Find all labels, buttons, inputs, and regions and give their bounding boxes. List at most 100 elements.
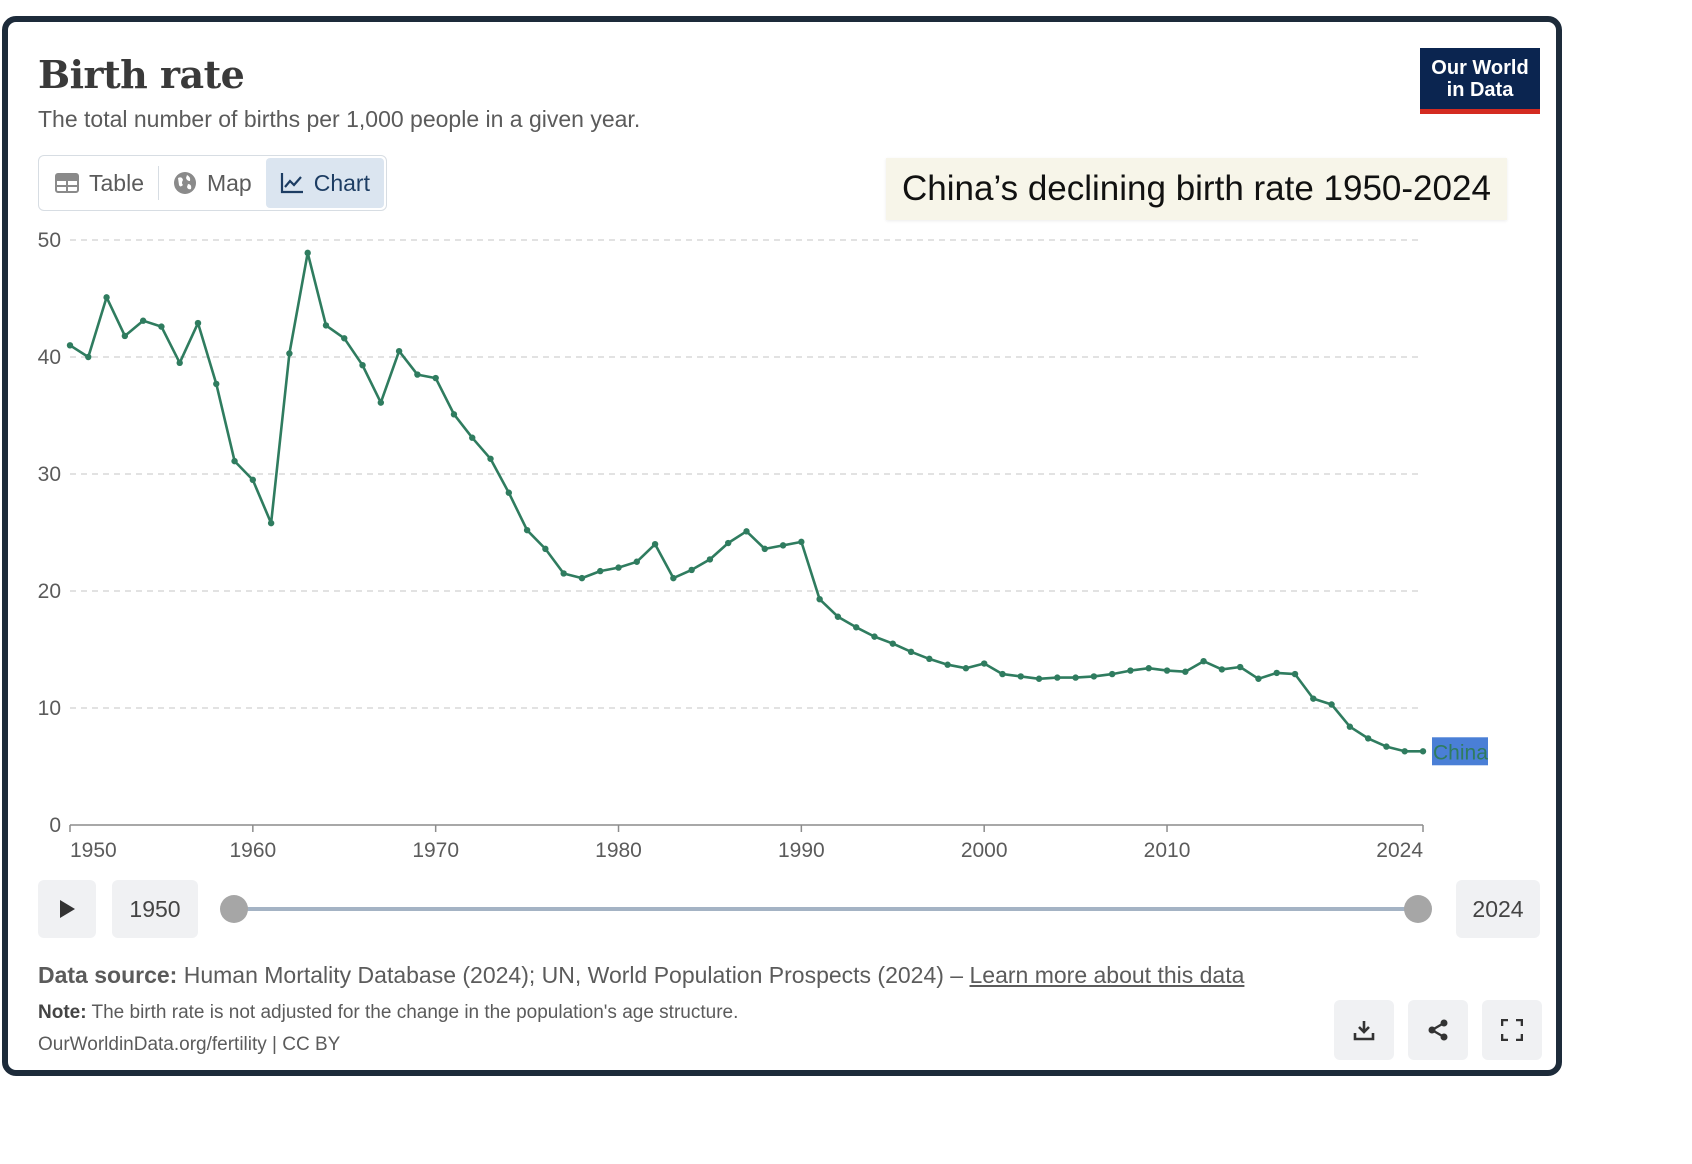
data-point (523, 526, 531, 534)
timeline-track[interactable] (234, 907, 1418, 911)
data-source: Data source: Human Mortality Database (2… (38, 962, 1244, 989)
chart-subtitle: The total number of births per 1,000 peo… (38, 106, 641, 132)
tab-chart[interactable]: Chart (265, 158, 384, 208)
series-label: China (1433, 741, 1488, 764)
data-point (414, 371, 421, 378)
owid-logo[interactable]: Our World in Data (1420, 48, 1540, 114)
credit-line[interactable]: OurWorldinData.org/fertility | CC BY (38, 1034, 341, 1055)
data-point (944, 661, 951, 668)
data-point (688, 566, 695, 574)
data-point (450, 411, 458, 418)
fullscreen-button[interactable] (1482, 1000, 1542, 1060)
data-point (578, 574, 586, 582)
data-point (231, 457, 238, 465)
data-point (359, 361, 366, 369)
data-point (341, 335, 348, 342)
note-text: The birth rate is not adjusted for the c… (91, 1002, 739, 1023)
data-point (816, 595, 823, 603)
download-icon (1353, 1021, 1375, 1041)
x-tick-label: 2024 (1376, 839, 1423, 862)
note-label: Note: (38, 1002, 87, 1023)
end-year-box[interactable]: 2024 (1456, 880, 1540, 938)
data-point (743, 528, 750, 535)
table-icon (55, 173, 79, 193)
tab-table[interactable]: Table (41, 158, 158, 208)
fullscreen-icon (1501, 1019, 1523, 1041)
start-year-box[interactable]: 1950 (112, 880, 198, 938)
series-label-bg (1432, 737, 1488, 766)
tab-table-label: Table (89, 169, 144, 196)
share-button[interactable] (1408, 1000, 1468, 1060)
data-point (267, 519, 275, 527)
x-tick-label: 1990 (778, 839, 825, 862)
globe-icon (173, 172, 196, 194)
source-text: Human Mortality Database (2024); UN, Wor… (183, 962, 964, 988)
tab-map-label: Map (206, 169, 252, 196)
end-year-handle[interactable] (1404, 895, 1432, 923)
data-point (139, 317, 147, 324)
tab-divider (157, 166, 159, 200)
data-point (651, 541, 659, 548)
data-point (85, 353, 92, 361)
data-point (1072, 674, 1079, 681)
tab-chart-label: Chart (313, 169, 370, 196)
play-button[interactable] (38, 880, 96, 938)
data-point (907, 648, 915, 656)
data-point (853, 624, 860, 631)
data-point (176, 359, 183, 367)
x-tick-label: 1960 (229, 839, 276, 862)
data-point (249, 476, 257, 484)
y-tick-label: 20 (38, 580, 61, 603)
chart-card: Birth rate The total number of births pe… (2, 16, 1562, 1076)
data-point (871, 633, 878, 640)
series-line (69, 251, 1423, 753)
y-tick-label: 10 (38, 697, 61, 720)
x-tick-label: 2000 (961, 839, 1008, 862)
data-point (213, 380, 220, 388)
data-point (706, 556, 714, 563)
line-chart-icon (280, 173, 303, 194)
chart-title: Birth rate (38, 52, 245, 97)
data-point (1090, 673, 1098, 680)
data-point (926, 655, 933, 663)
source-label: Data source: (38, 962, 178, 988)
data-point (633, 558, 640, 565)
data-point (670, 574, 677, 582)
data-point (834, 613, 842, 620)
y-tick-label: 40 (38, 346, 61, 369)
data-point (487, 455, 494, 462)
data-point (395, 347, 403, 355)
data-point (1383, 743, 1390, 750)
download-button[interactable] (1334, 1000, 1394, 1060)
logo-line-1: Our World (1431, 57, 1529, 79)
learn-more-link[interactable]: Learn more about this data (969, 962, 1245, 988)
tab-map[interactable]: Map (159, 158, 266, 208)
share-icon (1428, 1019, 1448, 1041)
data-point (1218, 666, 1226, 673)
data-point (469, 434, 476, 441)
timeline-control: 1950 2024 (38, 880, 1540, 938)
data-point (121, 332, 129, 340)
data-point (432, 374, 439, 382)
action-buttons (1334, 1000, 1542, 1060)
x-tick-label: 2010 (1144, 839, 1191, 862)
data-point (1236, 663, 1244, 671)
data-point (1255, 675, 1262, 682)
data-point (1017, 673, 1024, 680)
data-point (194, 319, 202, 327)
data-point (597, 567, 604, 575)
data-point (542, 545, 549, 553)
data-point (66, 342, 74, 349)
data-point (962, 665, 970, 672)
data-point (1291, 670, 1299, 678)
data-point (1328, 701, 1335, 708)
start-year-handle[interactable] (220, 895, 248, 923)
data-point (1127, 667, 1134, 674)
play-icon (60, 900, 75, 918)
chart-note: Note: The birth rate is not adjusted for… (38, 1002, 738, 1024)
data-point (999, 670, 1006, 678)
annotation-banner: China’s declining birth rate 1950-2024 (886, 158, 1507, 220)
y-tick-label: 50 (38, 229, 61, 252)
data-point (158, 323, 165, 330)
y-tick-label: 0 (49, 814, 61, 837)
